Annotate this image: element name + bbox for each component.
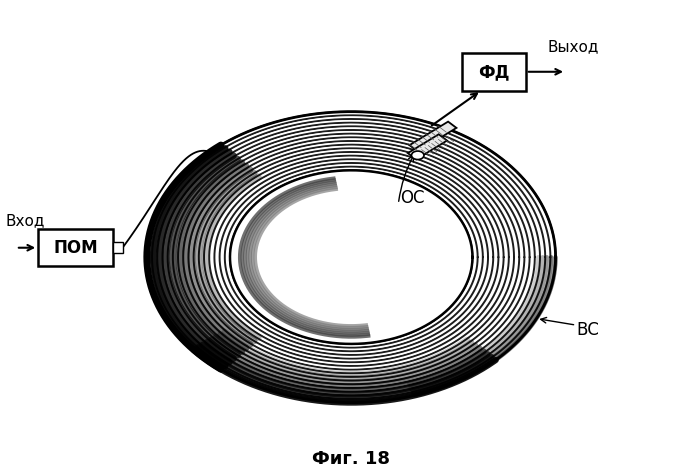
Text: ВС: ВС <box>577 321 599 339</box>
Text: Фиг. 18: Фиг. 18 <box>312 450 390 468</box>
Text: Вход: Вход <box>6 213 45 228</box>
Ellipse shape <box>140 107 563 407</box>
Bar <box>113 242 122 253</box>
Polygon shape <box>410 122 456 152</box>
Bar <box>38 229 113 267</box>
Text: Выход: Выход <box>548 39 599 54</box>
Ellipse shape <box>230 170 473 344</box>
Bar <box>462 53 526 91</box>
Circle shape <box>412 151 424 160</box>
Text: ФД: ФД <box>478 63 510 81</box>
Text: ПОМ: ПОМ <box>53 239 98 257</box>
Polygon shape <box>408 135 447 160</box>
Text: ОС: ОС <box>400 189 424 208</box>
